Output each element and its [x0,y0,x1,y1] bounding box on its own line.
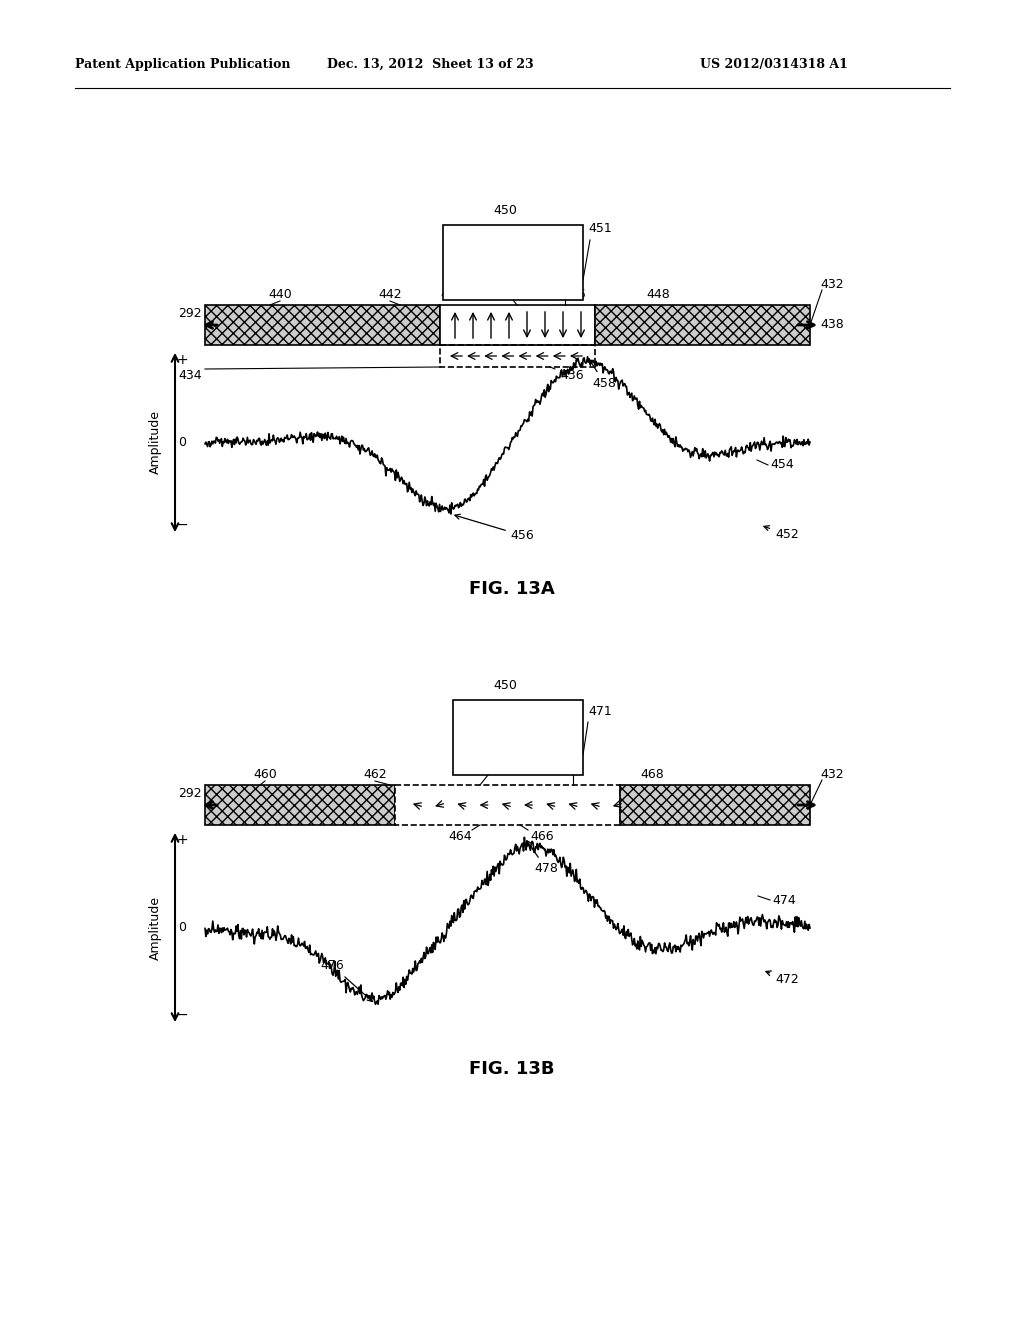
Text: 460: 460 [253,768,276,781]
Text: 432: 432 [820,768,844,781]
Text: Patent Application Publication: Patent Application Publication [75,58,291,71]
Bar [443,224,583,300]
Text: 440: 440 [268,288,292,301]
Bar [395,785,620,825]
Text: 468: 468 [640,768,664,781]
Text: 458: 458 [590,360,616,389]
Bar [595,305,810,345]
Bar [620,785,810,825]
Text: 466: 466 [530,830,554,843]
Text: Dec. 13, 2012  Sheet 13 of 23: Dec. 13, 2012 Sheet 13 of 23 [327,58,534,71]
Text: 448: 448 [646,288,670,301]
Text: 434: 434 [178,370,202,381]
Bar [440,345,595,367]
Text: 436: 436 [560,370,584,381]
Text: 444: 444 [440,288,464,301]
Bar [453,700,583,775]
Text: 472: 472 [766,972,799,986]
Text: 476: 476 [321,960,373,1002]
Text: 474: 474 [772,894,796,907]
Text: 454: 454 [770,458,794,471]
Text: 292: 292 [178,308,202,319]
Text: +: + [176,352,187,367]
Text: 292: 292 [178,787,202,800]
Text: 442: 442 [378,288,401,301]
Text: 452: 452 [764,525,799,541]
Text: 450: 450 [494,678,517,692]
Text: 478: 478 [526,841,558,875]
Bar [205,785,395,825]
Text: Amplitude: Amplitude [148,411,162,474]
Text: 438: 438 [820,318,844,331]
Text: FIG. 13A: FIG. 13A [469,579,555,598]
Text: 464: 464 [449,830,472,843]
Text: +: + [176,833,187,847]
Text: 0: 0 [178,921,186,935]
Text: 450: 450 [494,205,517,216]
Text: −: − [176,1008,187,1022]
Text: 0: 0 [178,436,186,449]
Text: 451: 451 [588,222,611,235]
Text: FIG. 13B: FIG. 13B [469,1060,555,1078]
Text: −: − [176,517,187,532]
Text: 432: 432 [820,279,844,292]
Text: 456: 456 [455,515,535,543]
Bar [440,305,595,345]
Text: Amplitude: Amplitude [148,895,162,960]
Text: 462: 462 [364,768,387,781]
Text: 471: 471 [588,705,611,718]
Text: US 2012/0314318 A1: US 2012/0314318 A1 [700,58,848,71]
Text: 446: 446 [562,288,586,301]
Bar [205,305,440,345]
